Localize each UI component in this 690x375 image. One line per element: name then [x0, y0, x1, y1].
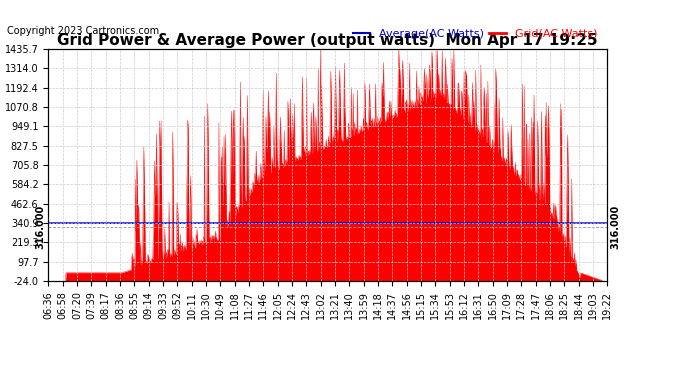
- Legend: Average(AC Watts), Grid(AC Watts): Average(AC Watts), Grid(AC Watts): [348, 24, 602, 43]
- Title: Grid Power & Average Power (output watts)  Mon Apr 17 19:25: Grid Power & Average Power (output watts…: [57, 33, 598, 48]
- Text: 316.000: 316.000: [610, 205, 620, 249]
- Text: 316.000: 316.000: [35, 205, 46, 249]
- Text: Copyright 2023 Cartronics.com: Copyright 2023 Cartronics.com: [7, 26, 159, 36]
